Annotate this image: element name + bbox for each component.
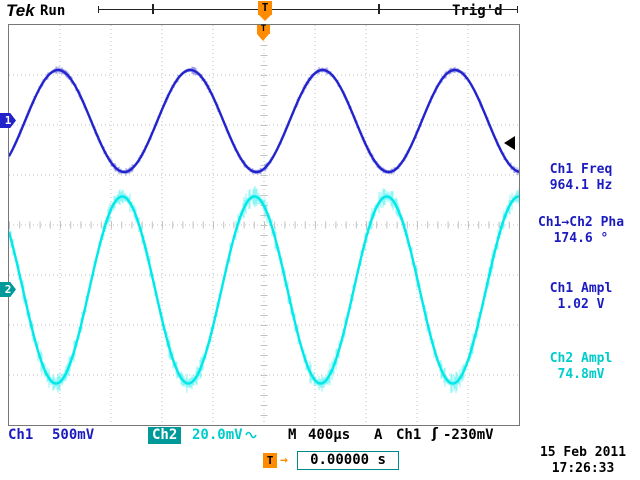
measurement-label: Ch1 Freq — [549, 162, 613, 177]
graticule — [7, 24, 520, 426]
datetime-readout: 15 Feb 2011 17:26:33 — [528, 445, 638, 477]
ch2-ground-marker: 2 — [0, 282, 16, 297]
measurement-label: Ch2 Ampl — [549, 351, 613, 366]
trigger-position-readout-badge: T — [263, 453, 277, 468]
trigger-position-time: 0.00000 s — [297, 451, 399, 470]
trigger-slope-icon: ʃ — [432, 426, 438, 442]
ch2-scale-label: Ch2 — [148, 427, 182, 444]
trigger-source: Ch1 — [396, 427, 422, 443]
acquisition-status: Run — [40, 3, 66, 19]
measurement-ch1-freq: Ch1 Freq 964.1 Hz — [522, 162, 640, 194]
ch1-scale-value: 500mV — [52, 427, 95, 443]
trigger-level-arrow-icon — [504, 136, 515, 150]
measurement-value: 964.1 Hz — [549, 178, 613, 193]
trigger-source-label: A — [374, 427, 383, 443]
waveform-plot — [7, 25, 520, 425]
time-text: 17:26:33 — [551, 461, 615, 476]
measurement-value: 1.02 V — [557, 297, 605, 312]
ch2-scale-value: 20.0mV — [192, 427, 257, 443]
measurement-value: 174.6 ° — [553, 231, 609, 246]
trigger-level-value: -230mV — [443, 427, 494, 443]
measurement-ch1-ch2-phase: Ch1→Ch2 Pha 174.6 ° — [522, 215, 640, 247]
trigger-position-arrow: → — [280, 453, 288, 468]
measurement-value: 74.8mV — [557, 367, 605, 382]
ch2-scale-text: 20.0mV — [192, 427, 243, 443]
brand-logo: Tek — [6, 1, 35, 20]
trigger-position-marker: T — [258, 1, 272, 15]
timebase-value: 400µs — [308, 427, 351, 443]
measurement-label: Ch1→Ch2 Pha — [537, 215, 625, 230]
trigger-status: Trig'd — [452, 3, 503, 19]
record-start-tick — [98, 6, 99, 13]
measurement-ch1-ampl: Ch1 Ampl 1.02 V — [522, 281, 640, 313]
trigger-time-flag-arrow-icon — [257, 34, 269, 41]
window-right-bracket — [378, 4, 380, 14]
date-text: 15 Feb 2011 — [539, 445, 627, 460]
measurement-label: Ch1 Ampl — [549, 281, 613, 296]
ch1-scale-label: Ch1 — [8, 427, 34, 443]
measurement-ch2-ampl: Ch2 Ampl 74.8mV — [522, 351, 640, 383]
timebase-label: M — [288, 427, 297, 443]
ch1-ground-marker: 1 — [0, 113, 16, 128]
trigger-position-arrow-icon — [259, 15, 271, 21]
window-left-bracket — [152, 4, 154, 14]
record-view-bar — [98, 9, 518, 10]
trigger-time-flag: T — [257, 25, 270, 34]
ac-coupling-icon — [244, 431, 257, 439]
record-end-tick — [517, 6, 518, 13]
